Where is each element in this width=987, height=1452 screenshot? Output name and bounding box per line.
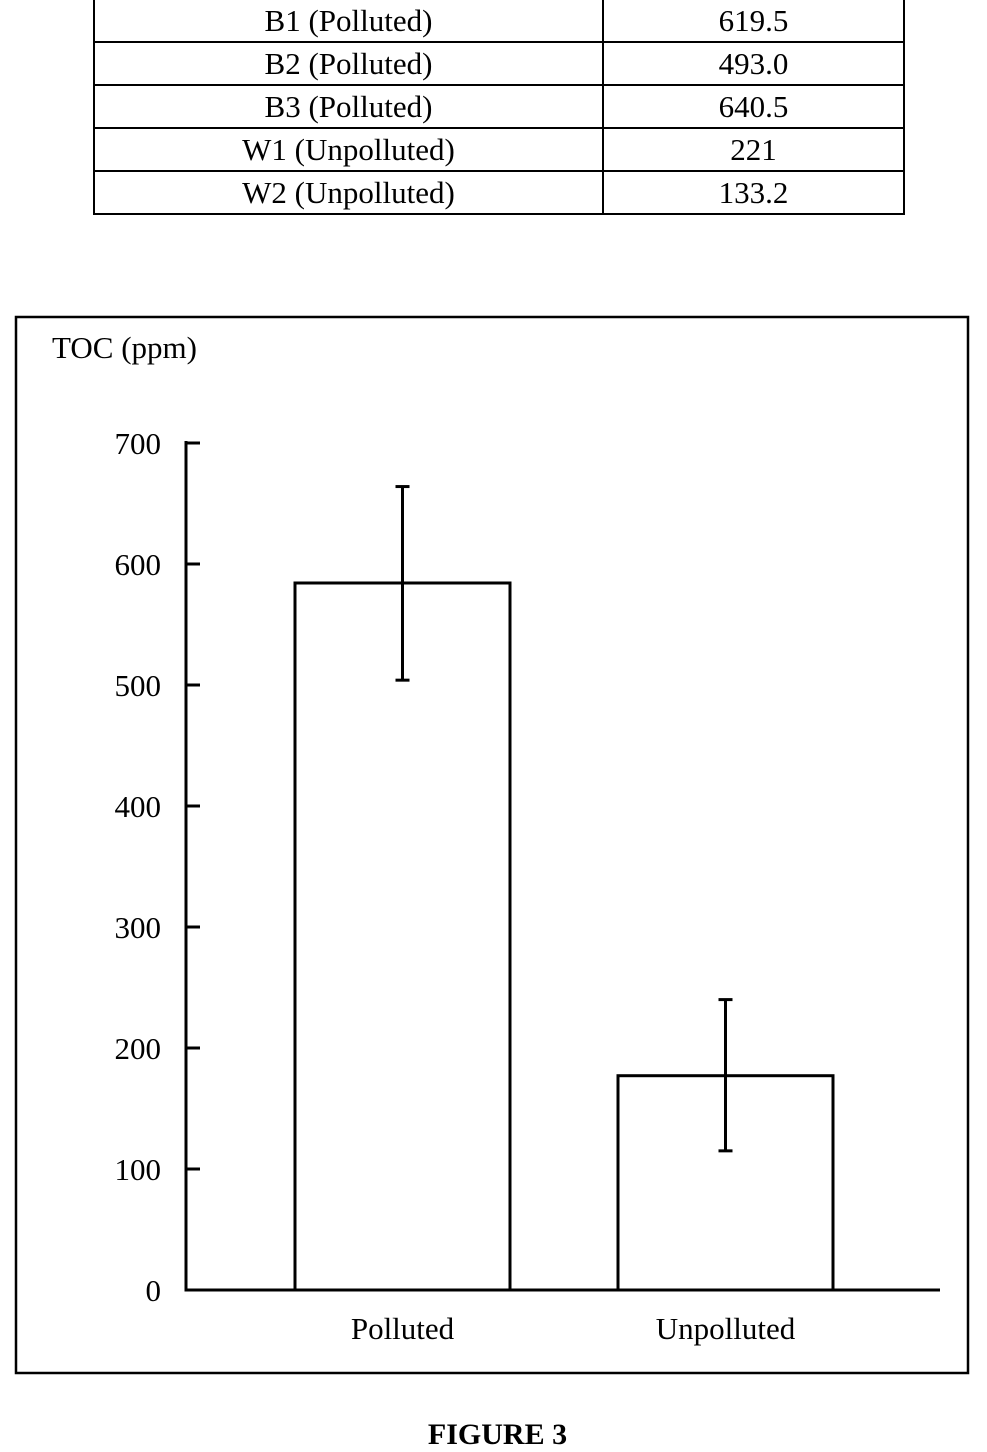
- y-tick-label: 200: [115, 1031, 162, 1066]
- figure-caption: FIGURE 3: [427, 1418, 568, 1451]
- toc-value-cell: 221: [602, 127, 905, 172]
- table-row: W2 (Unpolluted) 133.2: [93, 170, 905, 215]
- x-tick-label: Unpolluted: [656, 1311, 796, 1346]
- sample-name-cell: B2 (Polluted): [93, 41, 604, 86]
- toc-data-table: B1 (Polluted) 619.5 B2 (Polluted) 493.0 …: [93, 0, 905, 215]
- error-bar-polluted: [395, 485, 410, 682]
- toc-value-cell: 640.5: [602, 84, 905, 129]
- sample-name-cell: W2 (Unpolluted): [93, 170, 604, 215]
- y-tick-label: 100: [115, 1152, 162, 1187]
- sample-name-cell: B3 (Polluted): [93, 84, 604, 129]
- toc-value-cell: 619.5: [602, 0, 905, 43]
- table-row: W1 (Unpolluted) 221: [93, 127, 905, 172]
- table-row: B2 (Polluted) 493.0: [93, 41, 905, 86]
- bar-series: [293, 581, 835, 1292]
- chart-frame: [14, 315, 970, 1375]
- y-tick-label: 600: [115, 547, 162, 582]
- toc-value-cell: 493.0: [602, 41, 905, 86]
- table-row: B3 (Polluted) 640.5: [93, 84, 905, 129]
- y-tick-label: 0: [146, 1273, 162, 1308]
- y-axis-ticks: 0 100 200 300 400 500 600 700: [115, 426, 200, 1308]
- error-bar-unpolluted: [718, 998, 733, 1153]
- x-axis-labels: Polluted Unpolluted: [351, 1311, 796, 1346]
- sample-name-cell: W1 (Unpolluted): [93, 127, 604, 172]
- error-bars: [395, 485, 733, 1153]
- toc-value-cell: 133.2: [602, 170, 905, 215]
- y-tick-label: 300: [115, 910, 162, 945]
- y-tick-label: 700: [115, 426, 162, 461]
- x-tick-label: Polluted: [351, 1311, 455, 1346]
- toc-bar-chart: TOC (ppm) 0 100 200 300 400 500 600 700 Pollute…: [14, 315, 970, 1375]
- y-tick-label: 500: [115, 668, 162, 703]
- y-tick-label: 400: [115, 789, 162, 824]
- bar-polluted: [293, 581, 512, 1292]
- table-row: B1 (Polluted) 619.5: [93, 0, 905, 43]
- y-axis-label: TOC (ppm): [52, 330, 197, 365]
- sample-name-cell: B1 (Polluted): [93, 0, 604, 43]
